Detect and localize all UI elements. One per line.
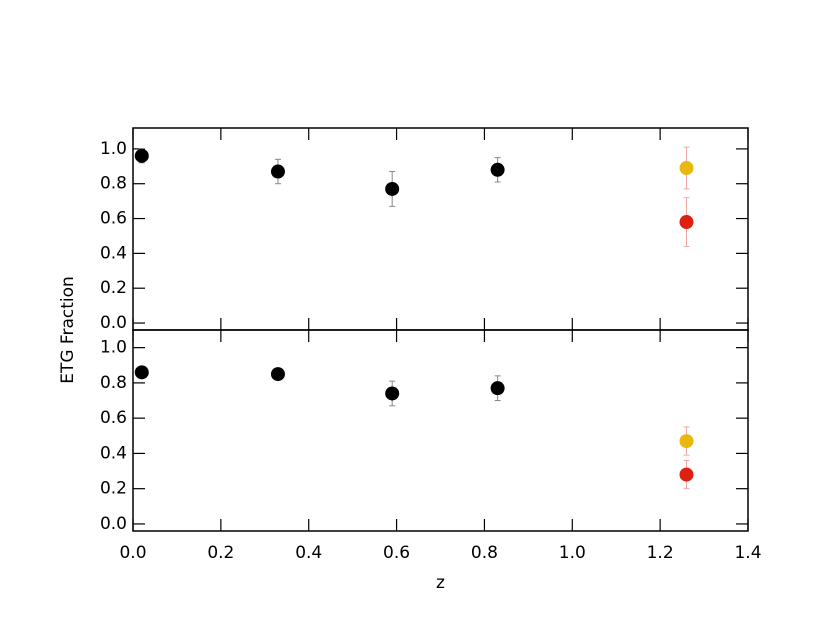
y-tick-label: 0.0 [100, 313, 127, 333]
y-tick-label: 0.2 [100, 278, 127, 298]
y-tick-label: 1.0 [100, 139, 127, 159]
point [679, 434, 694, 449]
x-tick-label: 0.6 [383, 543, 410, 563]
point [679, 215, 694, 230]
point [490, 162, 505, 177]
point [679, 161, 694, 176]
y-axis-label: ETG Fraction [58, 276, 78, 384]
point [270, 367, 285, 382]
y-tick-label: 1.0 [100, 338, 127, 358]
y-tick-label: 0.6 [100, 408, 127, 428]
point [385, 386, 400, 401]
point [134, 365, 149, 380]
y-tick-label: 0.6 [100, 209, 127, 229]
plot-frame [132, 329, 749, 532]
x-tick-label: 0.8 [471, 543, 498, 563]
x-tick-label: 0.2 [207, 543, 234, 563]
y-tick-label: 0.4 [100, 443, 127, 463]
y-tick-label: 0.4 [100, 243, 127, 263]
point [270, 164, 285, 179]
x-tick-label: 1.4 [734, 543, 761, 563]
point [134, 148, 149, 163]
y-tick-label: 0.0 [100, 514, 127, 534]
point [490, 381, 505, 396]
point [385, 181, 400, 196]
y-tick-label: 0.8 [100, 174, 127, 194]
plot-frame [132, 127, 749, 331]
x-tick-label: 0.0 [119, 543, 146, 563]
y-tick-label: 0.2 [100, 479, 127, 499]
x-axis-label: z [436, 573, 445, 593]
x-tick-label: 1.0 [559, 543, 586, 563]
y-tick-label: 0.8 [100, 373, 127, 393]
x-tick-label: 1.2 [647, 543, 674, 563]
x-tick-label: 0.4 [295, 543, 322, 563]
point [679, 467, 694, 482]
